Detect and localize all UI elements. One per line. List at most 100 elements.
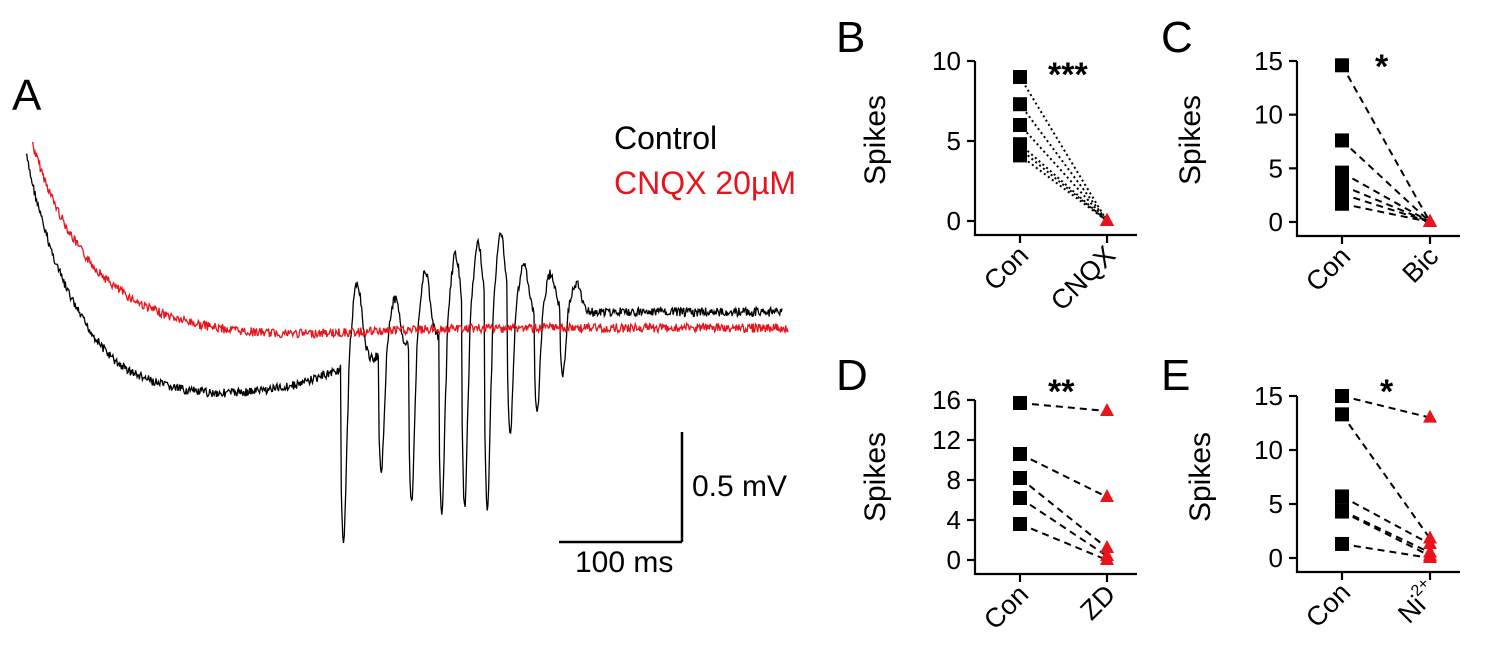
xcat-label-b-1: CNQX	[1045, 240, 1121, 316]
significance-c: *	[1375, 48, 1389, 86]
point-drug-b	[1100, 213, 1114, 226]
xcat-label-d-0: Con	[978, 579, 1034, 635]
pair-line-b	[1019, 148, 1108, 222]
ylabel-d: Spikes	[859, 432, 892, 522]
ytick-label-d: 12	[932, 425, 961, 455]
point-con-e	[1335, 407, 1349, 422]
panel-letter-a: A	[12, 71, 42, 120]
panel-a: A Control CNQX 20µM 0.5 mV 100 ms	[12, 71, 796, 579]
point-drug-d	[1100, 403, 1114, 416]
ytick-label-d: 8	[947, 465, 961, 495]
ytick-label-d: 16	[932, 385, 961, 415]
point-drug-d	[1100, 489, 1114, 502]
legend-control: Control	[614, 120, 717, 156]
ytick-label-b: 5	[947, 126, 961, 156]
scalebar-voltage-label: 0.5 mV	[692, 470, 787, 503]
point-con-c	[1335, 133, 1349, 148]
panel-c: C 0 5 10 15 Con Bic Spikes *	[1161, 13, 1460, 297]
pair-line-b	[1019, 76, 1108, 222]
point-drug-d	[1100, 552, 1114, 565]
point-con-d	[1013, 396, 1027, 410]
ytick-label-c: 10	[1254, 100, 1283, 130]
xcat-label-d-1: ZD	[1075, 579, 1122, 626]
point-con-d	[1013, 517, 1027, 531]
ytick-label-e: 10	[1254, 435, 1283, 465]
point-con-c	[1335, 58, 1349, 73]
significance-d: **	[1048, 373, 1075, 411]
panel-letter-e: E	[1161, 351, 1190, 400]
ytick-label-b: 0	[947, 206, 961, 236]
trace-cnqx	[31, 141, 789, 339]
ytick-label-d: 0	[947, 545, 961, 575]
ytick-label-b: 10	[932, 46, 961, 76]
pair-line-c	[1341, 171, 1431, 223]
pair-line-b	[1019, 143, 1108, 222]
ylabel-b: Spikes	[859, 95, 892, 185]
pair-line-c	[1341, 64, 1431, 223]
point-con-c	[1335, 165, 1349, 180]
pair-line-d	[1019, 402, 1108, 412]
point-con-b	[1013, 118, 1027, 132]
axes-b	[973, 61, 1137, 237]
pair-line-b	[1019, 124, 1108, 222]
point-con-b	[1013, 148, 1027, 163]
point-con-d	[1013, 471, 1027, 485]
pair-line-c	[1341, 202, 1431, 223]
point-drug-e	[1423, 535, 1437, 549]
significance-e: *	[1380, 373, 1394, 411]
axes-e	[1295, 396, 1460, 574]
pair-line-d	[1019, 523, 1108, 561]
pair-line-e	[1341, 413, 1431, 540]
pair-line-c	[1341, 193, 1431, 223]
panel-letter-c: C	[1161, 13, 1193, 62]
xcat-label-c-1: Bic	[1397, 241, 1445, 289]
scalebar-time-label: 100 ms	[575, 546, 673, 579]
pair-line-e	[1341, 510, 1431, 557]
pair-line-d	[1019, 497, 1108, 557]
point-con-b	[1013, 70, 1027, 84]
pair-line-b	[1019, 103, 1108, 222]
point-con-d	[1013, 491, 1027, 505]
panel-d: D 0 4 8 12 16 Con ZD Spikes **	[836, 351, 1137, 635]
panel-b: B 0 5 10 Con CNQX Spikes ***	[836, 13, 1137, 316]
point-con-b	[1013, 97, 1027, 112]
pair-line-c	[1341, 139, 1431, 223]
point-drug-d	[1100, 540, 1114, 553]
point-drug-e	[1423, 550, 1437, 563]
xcat-label-c-0: Con	[1300, 241, 1356, 297]
point-con-e	[1335, 504, 1349, 519]
ytick-label-e: 5	[1269, 489, 1283, 519]
ytick-label-c: 0	[1269, 207, 1283, 237]
ytick-label-c: 15	[1254, 46, 1283, 76]
panel-e: E 0 5 10 15 Con Ni2+ Spikes *	[1161, 351, 1460, 633]
axes-d	[973, 400, 1137, 576]
point-drug-e	[1423, 409, 1437, 423]
ytick-label-c: 5	[1269, 153, 1283, 183]
pair-line-b	[1019, 154, 1108, 222]
panel-letter-b: B	[836, 13, 865, 62]
ytick-label-e: 15	[1254, 381, 1283, 411]
point-drug-c	[1423, 214, 1437, 227]
pair-line-e	[1341, 395, 1431, 419]
point-con-d	[1013, 447, 1027, 461]
pair-line-e	[1341, 495, 1431, 545]
trace-control	[25, 153, 783, 543]
panel-letter-d: D	[836, 351, 868, 400]
ylabel-e: Spikes	[1184, 432, 1217, 522]
significance-b: ***	[1048, 56, 1088, 94]
xcat-label-e-0: Con	[1300, 577, 1356, 633]
ytick-label-d: 4	[947, 505, 961, 535]
point-con-c	[1335, 196, 1349, 211]
ytick-label-e: 0	[1269, 543, 1283, 573]
point-con-e	[1335, 489, 1349, 504]
xcat-label-b-0: Con	[978, 240, 1034, 296]
xcat-label-e-1: Ni2+	[1390, 575, 1444, 629]
pair-line-e	[1341, 542, 1431, 559]
axes-c	[1295, 61, 1460, 238]
ylabel-c: Spikes	[1174, 95, 1207, 185]
pair-line-d	[1019, 477, 1108, 549]
point-con-e	[1335, 536, 1349, 551]
pair-line-e	[1341, 509, 1431, 554]
